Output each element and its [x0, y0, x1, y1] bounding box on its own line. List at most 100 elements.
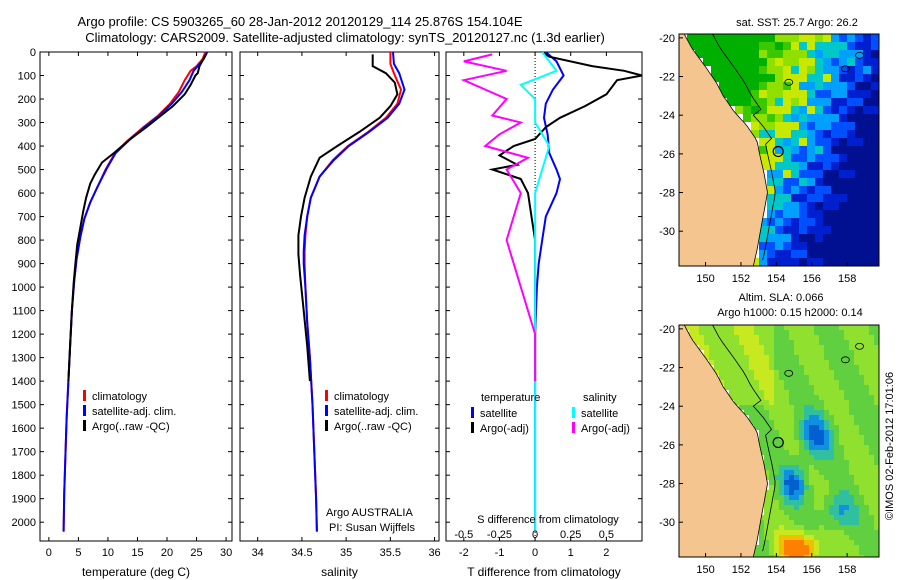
- map-cell: [809, 435, 814, 440]
- map-x-tick-label: 150: [696, 564, 714, 576]
- map-cell: [759, 420, 764, 425]
- map-cell: [764, 395, 769, 400]
- map-cell: [769, 335, 774, 340]
- map-cell: [844, 470, 849, 475]
- annotation-argo-australia: Argo AUSTRALIA: [326, 507, 413, 519]
- map-cell: [824, 465, 829, 470]
- map-cell: [791, 154, 799, 162]
- map-cell: [775, 130, 783, 138]
- map-cell: [799, 510, 804, 515]
- map-cell: [695, 34, 703, 42]
- map-cell: [871, 98, 879, 106]
- map-cell: [807, 162, 815, 170]
- map-cell: [799, 218, 807, 226]
- map-cell: [799, 178, 807, 186]
- map-cell: [831, 90, 839, 98]
- map-cell: [824, 400, 829, 405]
- map-cell: [871, 202, 879, 210]
- map-cell: [809, 385, 814, 390]
- map-cell: [814, 360, 819, 365]
- map-cell: [767, 226, 775, 234]
- map-cell: [703, 34, 711, 42]
- map-cell: [849, 440, 854, 445]
- map-cell: [869, 410, 874, 415]
- map-cell: [864, 365, 869, 370]
- map-cell: [814, 470, 819, 475]
- map-cell: [769, 450, 774, 455]
- map-cell: [809, 465, 814, 470]
- map-cell: [775, 34, 783, 42]
- map-cell: [874, 450, 879, 455]
- map-sla-frame: [678, 324, 880, 558]
- map-cell: [814, 330, 819, 335]
- map-cell: [829, 470, 834, 475]
- map-cell: [735, 90, 743, 98]
- map-cell: [859, 500, 864, 505]
- map-cell: [784, 480, 789, 485]
- map-cell: [829, 435, 834, 440]
- map-cell: [824, 455, 829, 460]
- map-cell: [831, 194, 839, 202]
- map-cell: [754, 415, 759, 420]
- map-cell: [863, 106, 871, 114]
- map-cell: [839, 355, 844, 360]
- map-cell: [864, 540, 869, 545]
- map-cell: [789, 495, 794, 500]
- map-cell: [799, 370, 804, 375]
- map-cell: [744, 350, 749, 355]
- map-cell: [807, 178, 815, 186]
- map-cell: [814, 350, 819, 355]
- map-cell: [769, 435, 774, 440]
- map-cell: [869, 400, 874, 405]
- map-cell: [859, 550, 864, 555]
- map-cell: [824, 390, 829, 395]
- reef-outline: [855, 51, 864, 59]
- map-cell: [739, 395, 744, 400]
- map-cell: [794, 480, 799, 485]
- map-y-tick-label: -20: [659, 33, 675, 45]
- map-cell: [764, 540, 769, 545]
- map-cell: [847, 130, 855, 138]
- map-cell: [854, 345, 859, 350]
- map-cell: [799, 385, 804, 390]
- map-cell: [831, 138, 839, 146]
- map-cell: [744, 325, 749, 330]
- map-cell: [704, 325, 709, 330]
- map-cell: [774, 535, 779, 540]
- map-cell: [871, 66, 879, 74]
- map-cell: [859, 350, 864, 355]
- map-cell: [834, 475, 839, 480]
- map-cell: [814, 540, 819, 545]
- map-cell: [809, 350, 814, 355]
- map-cell: [754, 555, 759, 557]
- map-cell: [847, 218, 855, 226]
- map-cell: [823, 226, 831, 234]
- map-cell: [869, 415, 874, 420]
- map-cell: [791, 242, 799, 250]
- map-cell: [854, 490, 859, 495]
- map-cell: [749, 420, 754, 425]
- map-cell: [854, 400, 859, 405]
- map-cell: [734, 355, 739, 360]
- map-cell: [804, 475, 809, 480]
- map-cell: [794, 515, 799, 520]
- top-x-tick-label: -0.25: [487, 529, 512, 541]
- map-cell: [751, 34, 759, 42]
- map-cell: [784, 420, 789, 425]
- map-cell: [799, 535, 804, 540]
- map-cell: [815, 154, 823, 162]
- map-cell: [779, 330, 784, 335]
- map-cell: [709, 360, 714, 365]
- map-cell: [779, 540, 784, 545]
- map-cell: [794, 380, 799, 385]
- map-cell: [729, 330, 734, 335]
- map-cell: [874, 405, 879, 410]
- map-cell: [774, 475, 779, 480]
- map-cell: [789, 465, 794, 470]
- map-cell: [824, 540, 829, 545]
- map-cell: [824, 525, 829, 530]
- map-cell: [874, 385, 879, 390]
- map-cell: [854, 475, 859, 480]
- map-cell: [767, 66, 775, 74]
- map-cell: [799, 445, 804, 450]
